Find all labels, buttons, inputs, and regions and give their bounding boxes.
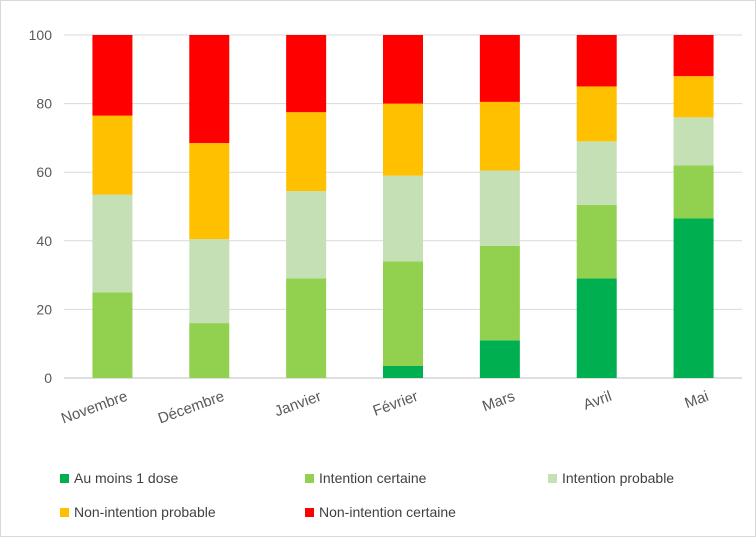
legend-label: Non-intention probable [74,504,216,520]
x-category-label: Mars [480,388,517,415]
legend-swatch [305,508,314,517]
bar-segment [383,35,423,104]
bar-segment [479,340,520,378]
legend-label: Intention certaine [319,470,427,486]
bar-segment [286,112,327,192]
bar-segment [189,323,230,378]
bar-segment [92,35,133,116]
legend-label: Intention probable [562,470,674,486]
y-tick-label: 20 [36,301,52,317]
x-category-label: Avril [581,388,614,414]
bar-segment [576,278,617,378]
bar-segment [673,76,714,118]
bar-segment [673,218,714,378]
bar-segment [479,35,520,102]
x-category-label: Mai [682,388,711,412]
bar-segment [479,170,520,246]
y-tick-label: 100 [29,27,53,43]
legend: Au moins 1 dose Intention certaine Intenti… [60,470,674,520]
bar-segment [286,278,327,378]
bar-segment [673,165,714,219]
y-tick-label: 80 [36,96,52,112]
legend-swatch [548,474,557,483]
y-tick-label: 60 [36,164,52,180]
bar-segment [383,103,423,176]
bar-segment [189,239,230,324]
bar-segment [286,35,327,113]
legend-swatch [305,474,314,483]
bar-segment [673,117,714,166]
bar-segment [576,35,617,87]
bar-segment [189,143,230,240]
legend-label: Au moins 1 dose [74,470,178,486]
bar-segment [189,35,230,144]
legend-swatch [60,508,69,517]
x-category-label: Novembre [59,388,130,428]
bar-segment [576,86,617,142]
bar-segment [673,35,714,77]
bar-segment [383,175,423,262]
bar-segment [286,191,327,279]
legend-label: Non-intention certaine [319,504,456,520]
bar-segment [576,141,617,205]
bar-segment [479,101,520,171]
x-category-label: Janvier [272,388,323,421]
x-category-label: Février [371,388,421,420]
bars [92,35,714,378]
bar-segment [576,204,617,279]
y-tick-label: 0 [44,370,52,386]
bar-segment [92,194,133,293]
bar-segment [383,261,423,366]
y-tick-label: 40 [36,233,52,249]
bar-segment [479,245,520,341]
legend-swatch [60,474,69,483]
bar-segment [383,365,423,378]
bar-segment [92,292,133,378]
x-category-label: Décembre [156,388,227,428]
bar-segment [92,115,133,195]
